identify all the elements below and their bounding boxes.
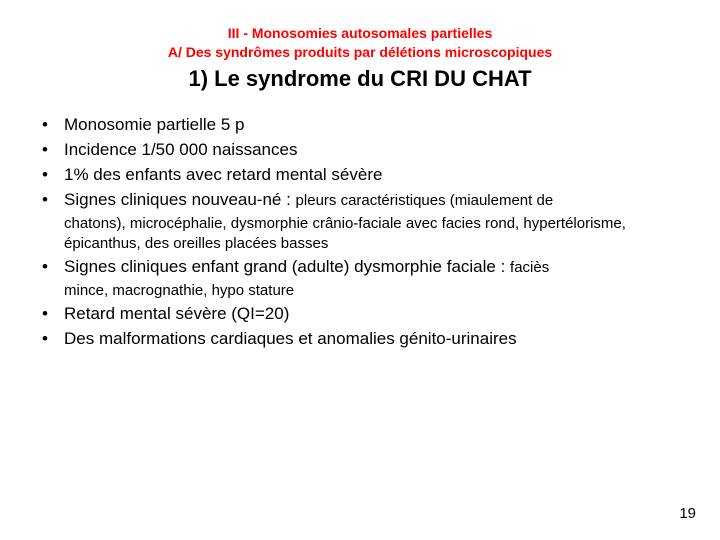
list-item: Des malformations cardiaques et anomalie… (38, 328, 692, 351)
bullet-text: Signes cliniques nouveau-né : (64, 190, 296, 209)
bullet-text: 1% des enfants avec retard mental sévère (64, 165, 382, 184)
bullet-continuation: chatons), microcéphalie, dysmorphie crân… (38, 214, 692, 255)
bullet-continuation: mince, macrognathie, hypo stature (38, 281, 692, 301)
section-title: III - Monosomies autosomales partielles (28, 24, 692, 43)
subsection-title: A/ Des syndrômes produits par délétions … (28, 43, 692, 62)
list-item: Incidence 1/50 000 naissances (38, 139, 692, 162)
bullet-text: Monosomie partielle 5 p (64, 115, 244, 134)
bullet-list: Signes cliniques enfant grand (adulte) d… (38, 256, 692, 279)
list-item: Signes cliniques enfant grand (adulte) d… (38, 256, 692, 279)
bullet-list: Retard mental sévère (QI=20) Des malform… (38, 303, 692, 351)
bullet-list: Monosomie partielle 5 p Incidence 1/50 0… (38, 114, 692, 212)
slide-container: III - Monosomies autosomales partielles … (0, 0, 720, 540)
page-number: 19 (679, 505, 696, 522)
list-item: Monosomie partielle 5 p (38, 114, 692, 137)
header-block: III - Monosomies autosomales partielles … (28, 24, 692, 92)
slide-title: 1) Le syndrome du CRI DU CHAT (28, 66, 692, 92)
list-item: Signes cliniques nouveau-né : pleurs car… (38, 189, 692, 212)
bullet-text: Signes cliniques enfant grand (adulte) d… (64, 257, 510, 276)
bullet-tail: faciès (510, 259, 549, 276)
list-item: Retard mental sévère (QI=20) (38, 303, 692, 326)
bullet-text: Des malformations cardiaques et anomalie… (64, 329, 517, 348)
bullet-tail: pleurs caractéristiques (miaulement de (296, 192, 554, 209)
bullet-text: Incidence 1/50 000 naissances (64, 140, 297, 159)
list-item: 1% des enfants avec retard mental sévère (38, 164, 692, 187)
bullet-text: Retard mental sévère (QI=20) (64, 304, 289, 323)
